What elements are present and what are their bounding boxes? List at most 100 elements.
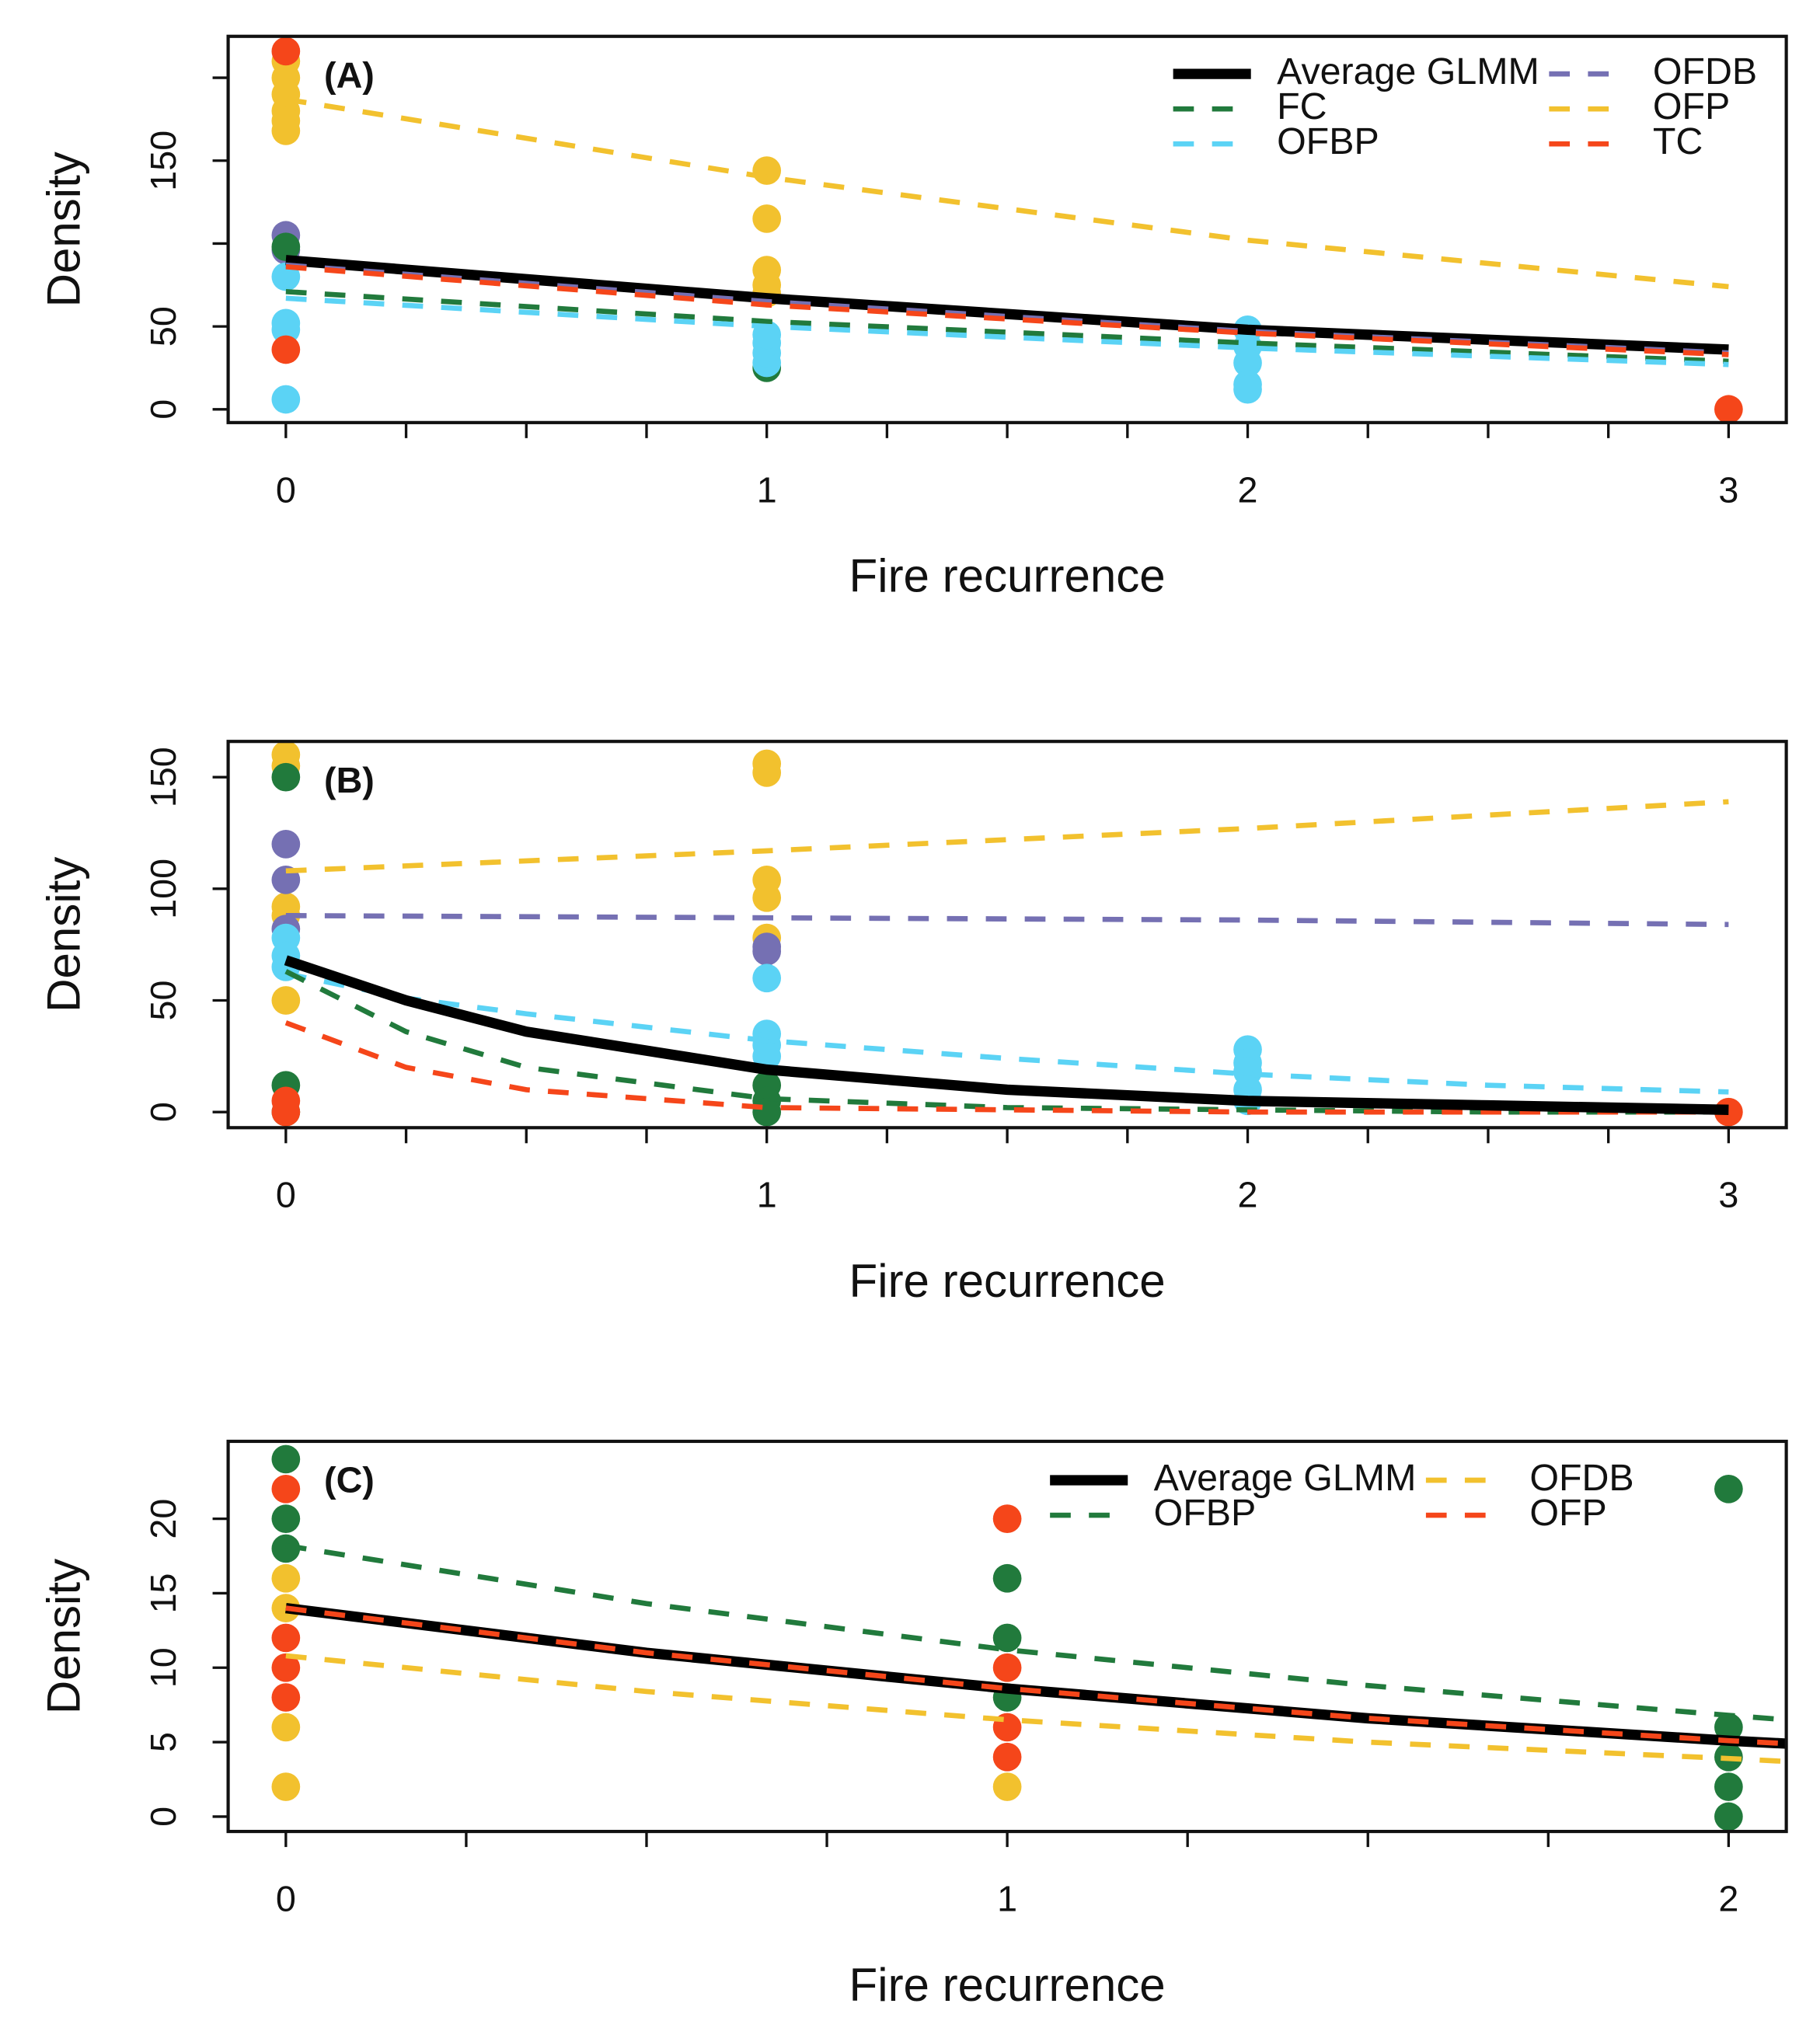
y-tick-label: 10 (143, 1647, 183, 1688)
point (271, 385, 301, 414)
y-axis-title: Density (38, 152, 90, 307)
point (1714, 1772, 1743, 1801)
x-tick-label: 0 (276, 1878, 296, 1918)
point (992, 1504, 1022, 1533)
point (271, 1563, 301, 1593)
point (992, 1623, 1022, 1653)
point (271, 1713, 301, 1742)
panel: 0 1 2 3 0 50 150 Fire recurrence Density (A) Avera… (38, 34, 1788, 602)
point (271, 1623, 301, 1653)
x-axis-title: Fire recurrence (849, 1959, 1166, 2011)
point (1233, 375, 1262, 404)
panel: 0 1 2 3 0 50 100 150 Fire recurrence Density (B) (38, 740, 1788, 1307)
point (271, 37, 301, 66)
x-tick-label: 1 (757, 1175, 777, 1215)
point (271, 1772, 301, 1801)
point (271, 308, 301, 338)
x-axis-title: Fire recurrence (849, 1255, 1166, 1307)
x-tick-label: 2 (1238, 469, 1258, 510)
point (752, 963, 782, 993)
legend-label: OFP (1653, 85, 1730, 127)
y-tick-label: 100 (143, 859, 183, 919)
point (1233, 348, 1262, 378)
point (752, 156, 782, 185)
x-tick-label: 1 (757, 469, 777, 510)
x-tick-label: 0 (276, 469, 296, 510)
legend-label: OFBP (1277, 120, 1379, 162)
fit-line (285, 1653, 1787, 1765)
point (271, 762, 301, 792)
y-tick-label: 50 (143, 306, 183, 347)
point (752, 758, 782, 787)
point (271, 1683, 301, 1712)
point (271, 232, 301, 262)
y-tick-label: 150 (143, 747, 183, 807)
point (271, 1534, 301, 1563)
fit-line (285, 96, 1729, 290)
fit-line (285, 799, 1729, 874)
point (752, 883, 782, 912)
point (1714, 1802, 1743, 1831)
fit-line (285, 295, 1729, 368)
point (271, 117, 301, 145)
legend-label: FC (1277, 85, 1327, 127)
y-tick-label: 0 (143, 399, 183, 420)
legend: Average GLMM OFDB FC OFP OFBP TC (1173, 51, 1757, 162)
legend-label: TC (1653, 120, 1703, 162)
y-axis-title: Density (38, 1559, 90, 1714)
legend-label: OFBP (1154, 1492, 1257, 1534)
fit-line (285, 1542, 1787, 1723)
legend-label: Average GLMM (1277, 51, 1539, 92)
fit-line (285, 912, 1729, 928)
y-tick-label: 20 (143, 1499, 183, 1539)
y-tick-label: 0 (143, 1102, 183, 1122)
point (271, 1097, 301, 1127)
point (1714, 1713, 1743, 1742)
legend-label: OFDB (1529, 1457, 1633, 1499)
point (271, 1474, 301, 1504)
point (752, 936, 782, 966)
point (752, 1097, 782, 1127)
point (271, 986, 301, 1015)
point (271, 830, 301, 859)
fit-line (285, 288, 1729, 364)
fit-line (285, 263, 1729, 357)
fit-line (284, 1020, 1729, 1115)
point (1714, 395, 1743, 423)
x-tick-label: 0 (276, 1175, 296, 1215)
plot-frame (226, 740, 1788, 1130)
y-axis-title: Density (38, 857, 90, 1012)
point (992, 1772, 1022, 1801)
fit-line (284, 955, 1729, 1115)
y-tick-label: 15 (143, 1573, 183, 1613)
point (992, 1653, 1022, 1682)
plot-area (271, 741, 1743, 1127)
x-axis-title: Fire recurrence (849, 550, 1166, 602)
x-tick-label: 3 (1718, 1175, 1738, 1215)
point (752, 204, 782, 233)
point (271, 1653, 301, 1682)
panel-label: (B) (324, 760, 375, 800)
plot-frame (226, 1439, 1788, 1834)
plot-area (271, 1444, 1787, 1831)
point (992, 1563, 1022, 1593)
x-tick-label: 2 (1718, 1878, 1738, 1918)
fit-line (285, 1605, 1787, 1747)
y-tick-label: 150 (143, 131, 183, 191)
legend-label: Average GLMM (1154, 1457, 1417, 1499)
plot-area (271, 37, 1743, 423)
point (271, 1504, 301, 1533)
x-tick-label: 1 (997, 1878, 1017, 1918)
point (271, 335, 301, 364)
point (271, 1444, 301, 1474)
x-tick-label: 2 (1238, 1175, 1258, 1215)
legend-label: OFP (1529, 1492, 1606, 1534)
y-tick-label: 0 (143, 1807, 183, 1827)
plot-frame (226, 34, 1788, 424)
fit-line (285, 255, 1729, 355)
legend: Average GLMM OFDB OFBP OFP (1050, 1457, 1634, 1534)
y-tick-label: 50 (143, 981, 183, 1021)
point (992, 1742, 1022, 1772)
